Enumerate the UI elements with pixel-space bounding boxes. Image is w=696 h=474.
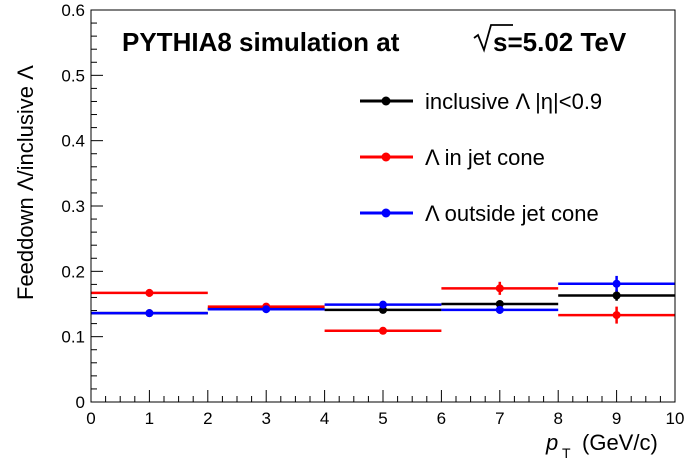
legend-label: Λ outside jet cone xyxy=(425,201,599,226)
data-marker xyxy=(145,288,154,297)
data-point xyxy=(91,309,208,318)
data-point xyxy=(441,305,559,314)
x-axis-title: p xyxy=(545,430,558,455)
x-tick-label: 7 xyxy=(495,409,504,428)
axis-ticks xyxy=(90,9,676,403)
data-point xyxy=(441,281,559,295)
series-1 xyxy=(91,281,675,335)
data-marker xyxy=(145,309,154,318)
chart-title-energy: s=5.02 TeV xyxy=(493,27,627,57)
data-marker xyxy=(612,311,621,320)
data-point xyxy=(207,305,325,314)
y-axis-title: Feeddown Λ/inclusive Λ xyxy=(13,65,38,300)
data-point xyxy=(558,306,675,324)
plot-frame xyxy=(90,9,676,403)
x-tick-label: 0 xyxy=(86,409,95,428)
data-point xyxy=(91,288,208,297)
x-tick-label: 8 xyxy=(553,409,562,428)
data-series xyxy=(91,275,675,335)
x-tick-label: 5 xyxy=(378,409,387,428)
data-point xyxy=(324,300,442,309)
x-tick-label: 2 xyxy=(203,409,212,428)
x-tick-label: 4 xyxy=(320,409,329,428)
sqrt-symbol xyxy=(473,24,513,53)
y-tick-label: 0.2 xyxy=(61,262,85,281)
x-axis-title-subscript: T xyxy=(562,445,571,461)
data-marker xyxy=(262,305,271,314)
x-axis-title-unit: (GeV/c) xyxy=(582,430,658,455)
data-marker xyxy=(495,305,504,314)
data-marker xyxy=(495,300,504,308)
data-point xyxy=(441,300,559,308)
series-2 xyxy=(91,275,675,318)
data-point xyxy=(558,290,675,301)
data-marker xyxy=(379,326,387,335)
data-marker xyxy=(612,279,621,288)
y-tick-label: 0.1 xyxy=(61,328,85,347)
data-point xyxy=(324,326,442,335)
x-tick-label: 10 xyxy=(666,409,685,428)
legend-entry: inclusive Λ |η|<0.9 xyxy=(360,89,602,114)
x-tick-label: 1 xyxy=(145,409,154,428)
legend-swatch-marker xyxy=(381,96,391,106)
y-tick-label: 0.3 xyxy=(61,197,85,216)
data-point xyxy=(558,275,675,292)
y-tick-label: 0 xyxy=(76,393,85,412)
data-marker xyxy=(612,291,621,300)
y-tick-label: 0.5 xyxy=(61,66,85,85)
legend-label: Λ in jet cone xyxy=(425,145,545,170)
chart-title-prefix: PYTHIA8 simulation at xyxy=(122,27,400,57)
tick-labels: 0 1 2 3 4 5 6 7 8 9 10 0 0.1 0.2 0.3 0.4 0.5 0.6 xyxy=(61,1,684,428)
legend-swatch-marker xyxy=(381,208,391,218)
data-marker xyxy=(379,300,387,309)
chart-title: PYTHIA8 simulation at xyxy=(122,27,400,57)
legend-swatch-marker xyxy=(381,152,391,162)
legend-entry: Λ in jet cone xyxy=(360,145,545,170)
data-marker xyxy=(495,284,504,293)
y-tick-label: 0.6 xyxy=(61,1,85,20)
legend-entry: Λ outside jet cone xyxy=(360,201,599,226)
legend: inclusive Λ |η|<0.9 Λ in jet cone Λ outsid… xyxy=(360,89,602,226)
x-tick-label: 6 xyxy=(437,409,446,428)
y-tick-label: 0.4 xyxy=(61,132,85,151)
legend-label: inclusive Λ |η|<0.9 xyxy=(425,89,602,114)
x-tick-label: 3 xyxy=(261,409,270,428)
x-tick-label: 9 xyxy=(612,409,621,428)
